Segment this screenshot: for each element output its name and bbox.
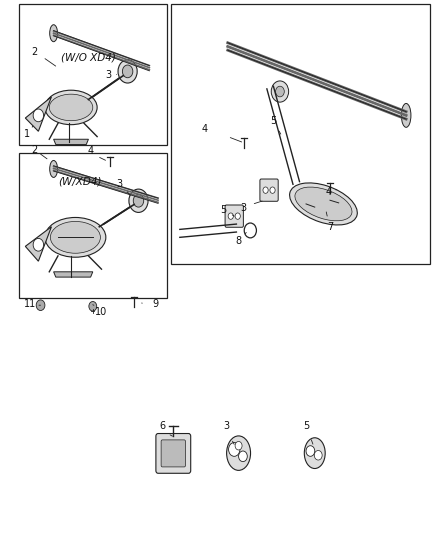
Circle shape (133, 195, 144, 207)
Text: (W/XD4): (W/XD4) (58, 176, 102, 187)
Circle shape (122, 65, 133, 78)
FancyBboxPatch shape (225, 205, 244, 227)
Text: 5: 5 (220, 205, 226, 215)
Text: 11: 11 (24, 298, 36, 309)
Ellipse shape (401, 103, 411, 127)
Ellipse shape (45, 90, 97, 125)
Circle shape (239, 451, 247, 462)
Text: 1: 1 (24, 129, 30, 139)
Polygon shape (53, 139, 88, 144)
Circle shape (129, 189, 148, 213)
FancyBboxPatch shape (161, 440, 185, 467)
Ellipse shape (49, 160, 57, 177)
Text: 3: 3 (240, 203, 246, 213)
Polygon shape (25, 227, 51, 261)
FancyBboxPatch shape (260, 179, 278, 201)
Text: 3: 3 (224, 421, 230, 431)
Ellipse shape (226, 436, 251, 470)
FancyBboxPatch shape (156, 433, 191, 473)
Circle shape (276, 86, 284, 97)
Circle shape (33, 238, 44, 251)
Text: 8: 8 (236, 236, 242, 246)
Ellipse shape (45, 217, 106, 257)
Circle shape (118, 60, 137, 83)
Circle shape (314, 450, 322, 460)
Text: (W/O XD4): (W/O XD4) (61, 52, 116, 62)
Circle shape (36, 300, 45, 311)
Text: 4: 4 (202, 124, 208, 134)
Circle shape (33, 109, 44, 122)
Ellipse shape (290, 183, 357, 225)
Text: 2: 2 (31, 145, 37, 155)
Ellipse shape (49, 94, 93, 120)
Ellipse shape (304, 438, 325, 469)
Circle shape (271, 81, 289, 102)
Circle shape (235, 441, 242, 450)
Circle shape (89, 302, 97, 311)
Circle shape (235, 213, 240, 219)
Circle shape (228, 213, 233, 219)
Text: 5: 5 (303, 421, 309, 431)
Circle shape (229, 442, 240, 456)
Text: 4: 4 (88, 146, 94, 156)
Text: 5: 5 (270, 116, 276, 126)
Text: 7: 7 (327, 222, 333, 232)
Ellipse shape (50, 221, 100, 253)
Text: 9: 9 (153, 298, 159, 309)
Ellipse shape (295, 187, 352, 221)
Text: 3: 3 (105, 70, 111, 79)
Text: 4: 4 (325, 187, 332, 197)
Text: 3: 3 (116, 179, 122, 189)
Text: 2: 2 (31, 47, 37, 56)
Polygon shape (25, 97, 51, 131)
Text: 6: 6 (159, 421, 166, 431)
Ellipse shape (49, 25, 57, 42)
Polygon shape (53, 272, 93, 277)
Text: 10: 10 (95, 306, 108, 317)
Circle shape (270, 187, 275, 193)
Circle shape (263, 187, 268, 193)
Circle shape (306, 446, 315, 456)
